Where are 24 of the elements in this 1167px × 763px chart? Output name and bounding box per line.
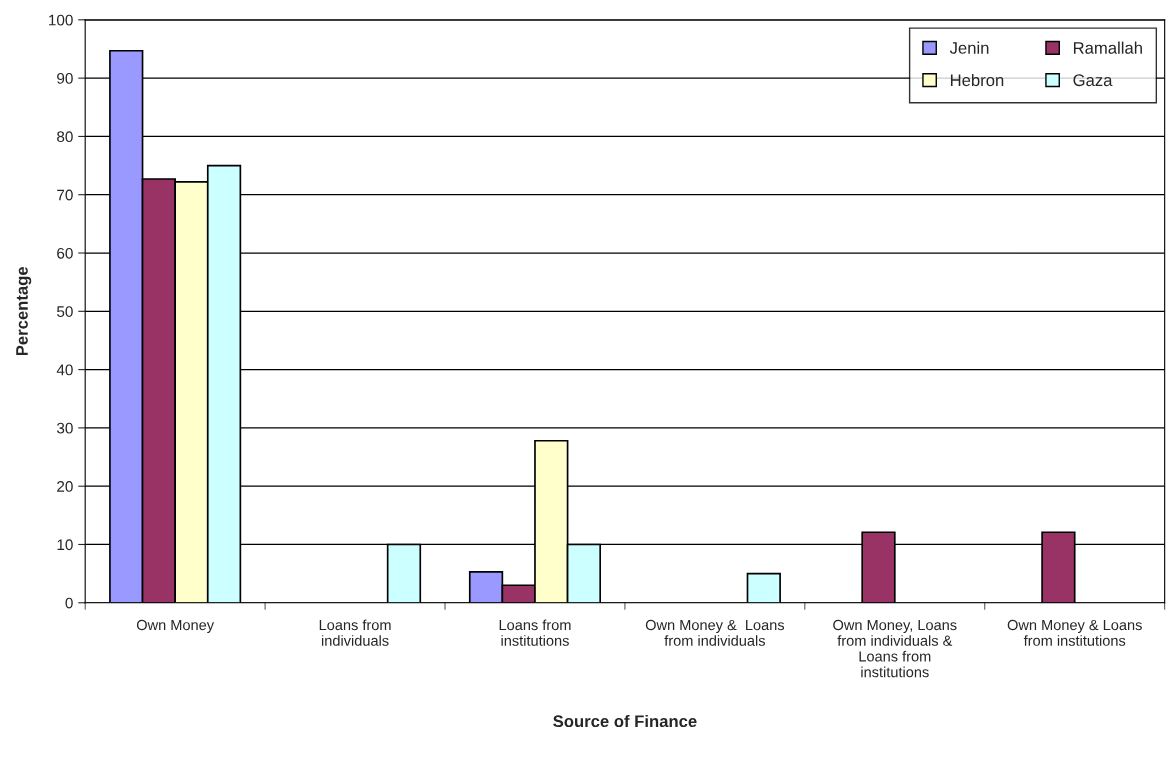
y-tick-label: 70: [57, 189, 73, 201]
x-tick-label: Own Money, Loans from individuals & Loans from institutions: [833, 619, 957, 678]
x-tick-label: Own Money: [136, 619, 215, 634]
legend-label: Ramallah: [1073, 41, 1142, 54]
y-axis-title: Percentage: [16, 266, 32, 356]
x-tick-label: Loans from institutions: [499, 619, 571, 646]
legend-label: Gaza: [1073, 74, 1113, 87]
x-tick-label: Loans from individuals: [319, 619, 391, 646]
y-tick-label: 0: [65, 597, 73, 609]
y-tick-label: 60: [57, 247, 73, 259]
y-tick-label: 30: [56, 422, 73, 434]
y-tick-label: 100: [49, 14, 73, 26]
y-tick-label: 90: [57, 73, 73, 84]
y-tick-label: 10: [57, 539, 73, 551]
x-tick-label: Own Money & Loans from institutions: [1007, 619, 1142, 646]
legend-label: Jenin: [949, 41, 989, 54]
x-tick-label: Own Money & Loans from individuals: [645, 619, 785, 646]
legend-label: Hebron: [950, 73, 1004, 87]
y-tick-label: 40: [56, 364, 73, 376]
x-axis-title: Source of Finance: [553, 714, 697, 728]
y-tick-label: 20: [57, 481, 73, 492]
y-tick-label: 80: [57, 131, 73, 143]
y-tick-label: 50: [57, 306, 73, 317]
bar: [746, 572, 781, 603]
